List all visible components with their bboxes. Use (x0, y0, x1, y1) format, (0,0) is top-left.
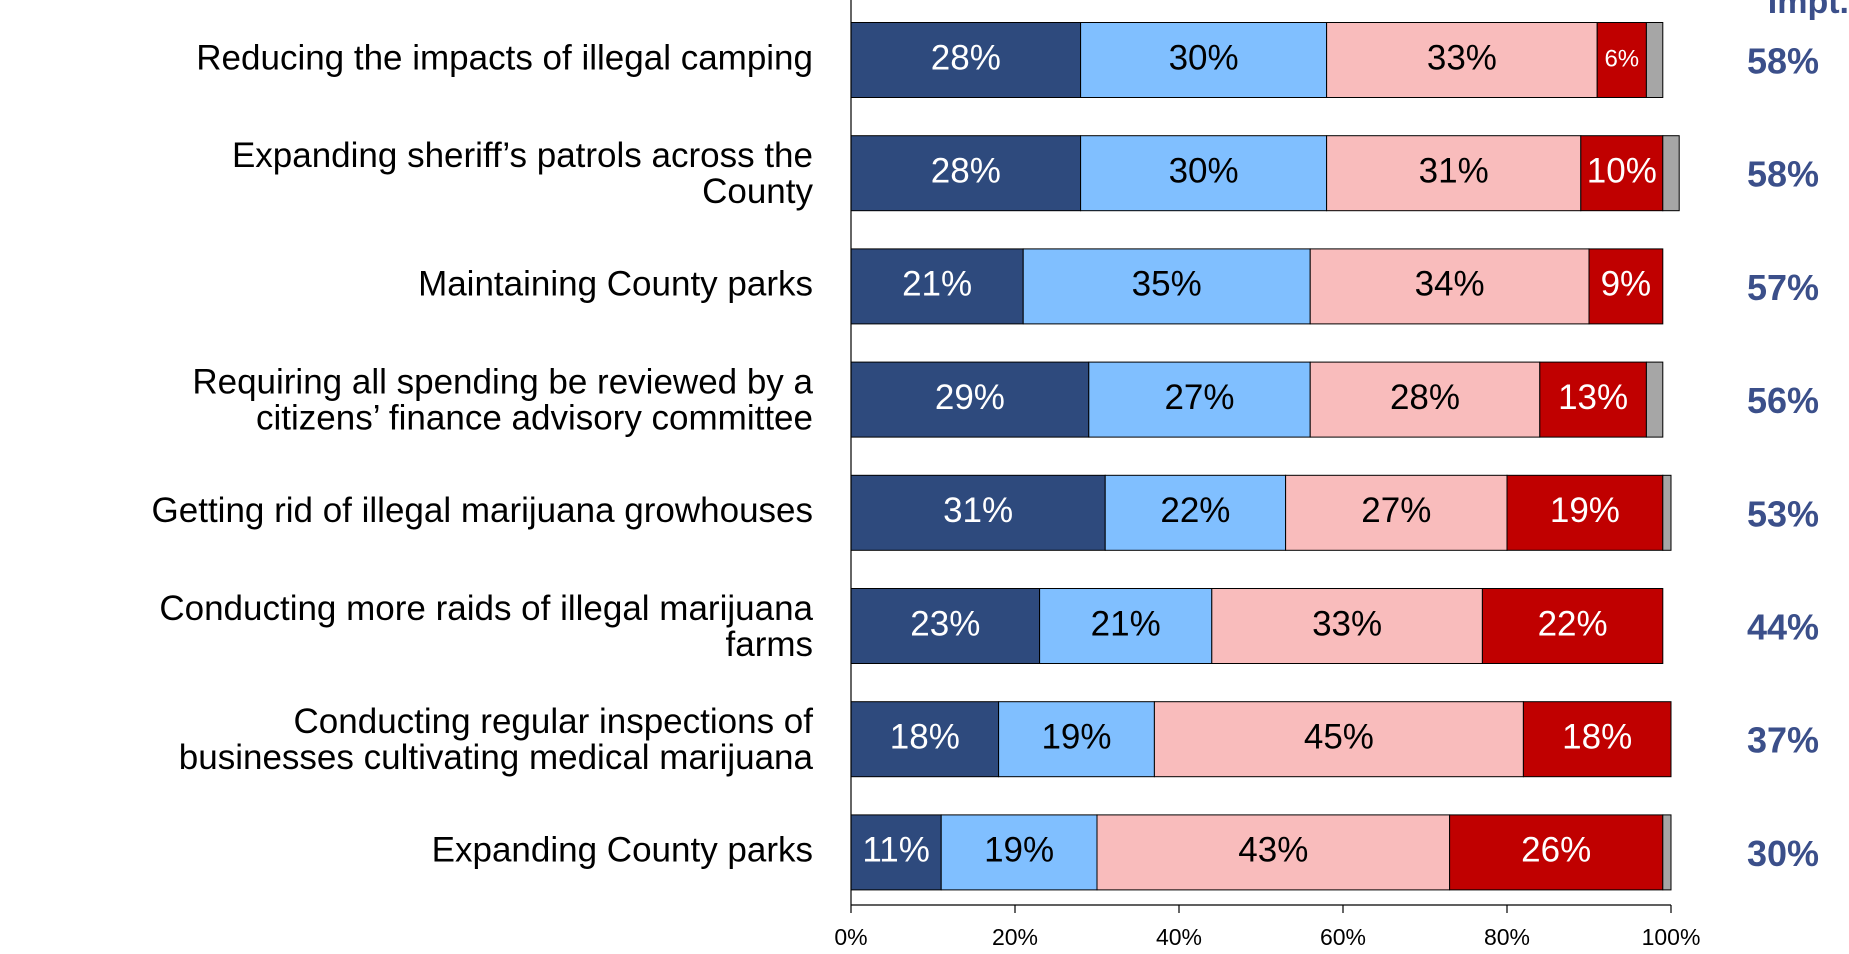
bar-segment (850, 814, 942, 891)
total-label: 37% (1747, 720, 1819, 761)
value-label: 27% (1164, 378, 1234, 417)
bar-segment (1104, 474, 1287, 551)
value-label: 9% (1601, 265, 1652, 304)
total-label: 58% (1747, 41, 1819, 82)
bar-segment (850, 701, 1000, 778)
value-label: 21% (902, 265, 972, 304)
category-label: Expanding County parks (432, 831, 813, 870)
value-label: 45% (1304, 717, 1374, 756)
value-label: 33% (1312, 604, 1382, 643)
totals-header: Impt. (1768, 0, 1849, 21)
bar-segment (1645, 22, 1664, 98)
category-label: Expanding sheriff’s patrols across the Co… (232, 136, 814, 211)
value-label: 33% (1427, 38, 1497, 77)
x-tick-label: 60% (1320, 924, 1366, 950)
category-label: Conducting regular inspections of busines… (179, 702, 814, 777)
value-label: 11% (862, 831, 929, 870)
x-tick-label: 20% (992, 924, 1038, 950)
bar-segment (1088, 361, 1311, 438)
bar-segment (1022, 248, 1311, 325)
value-label: 18% (890, 717, 960, 756)
value-label: 18% (1562, 717, 1632, 756)
value-label: 31% (1419, 151, 1489, 190)
category-label: Getting rid of illegal marijuana growhou… (152, 491, 813, 530)
bar-segment (1662, 474, 1672, 551)
total-label: 56% (1747, 380, 1819, 421)
category-label: Conducting more raids of illegal marijua… (159, 589, 813, 664)
x-tick-label: 80% (1484, 924, 1530, 950)
bar-segment (1481, 588, 1664, 664)
value-label: 6% (1604, 45, 1639, 72)
bar-segment (850, 135, 1082, 212)
bar-segment (1522, 701, 1672, 778)
x-tick-label: 40% (1156, 924, 1202, 950)
x-tick-label: 0% (834, 924, 867, 950)
bar-segment (1309, 361, 1541, 438)
bar-segment (850, 474, 1106, 551)
bar-segment (1080, 22, 1328, 98)
value-label: 30% (1169, 151, 1239, 190)
total-label: 44% (1747, 607, 1819, 648)
value-label: 22% (1538, 604, 1608, 643)
bar-segment (1326, 135, 1582, 212)
bar-segment (1211, 588, 1483, 664)
bar-segment (850, 361, 1090, 438)
bar-segment (1153, 701, 1524, 778)
value-label: 34% (1415, 265, 1485, 304)
value-label: 19% (1041, 717, 1111, 756)
value-label: 23% (910, 604, 980, 643)
bar-segment (850, 588, 1041, 664)
bar-segment (1588, 248, 1664, 325)
category-label: Reducing the impacts of illegal camping (196, 38, 813, 77)
category-label: Maintaining County parks (418, 265, 813, 304)
value-label: 28% (931, 151, 1001, 190)
bar-segment (1080, 135, 1328, 212)
value-label: 19% (984, 831, 1054, 870)
value-label: 28% (931, 38, 1001, 77)
value-label: 30% (1169, 38, 1239, 77)
bar-segment (1285, 474, 1508, 551)
bar-segment (1326, 22, 1598, 98)
value-label: 35% (1132, 265, 1202, 304)
value-label: 31% (943, 491, 1013, 530)
value-label: 28% (1390, 378, 1460, 417)
value-label: 27% (1361, 491, 1431, 530)
bar-segment (1539, 361, 1647, 438)
bar-segment (1645, 361, 1664, 438)
bar-segment (1580, 135, 1664, 212)
value-label: 29% (935, 378, 1005, 417)
value-label: 19% (1550, 491, 1620, 530)
bar-segment (1039, 588, 1213, 664)
total-label: 58% (1747, 154, 1819, 195)
value-label: 10% (1587, 151, 1657, 190)
bar-segment (1662, 135, 1680, 212)
value-label: 13% (1558, 378, 1628, 417)
bar-segment (1506, 474, 1664, 551)
value-label: 43% (1238, 831, 1308, 870)
value-label: 26% (1521, 831, 1591, 870)
value-label: 21% (1091, 604, 1161, 643)
value-label: 22% (1160, 491, 1230, 530)
total-label: 57% (1747, 267, 1819, 308)
bar-segment (850, 22, 1082, 98)
bar-segment (1662, 814, 1672, 891)
bar-segment (1096, 814, 1451, 891)
x-tick-label: 100% (1642, 924, 1701, 950)
total-label: 30% (1747, 833, 1819, 874)
total-label: 53% (1747, 493, 1819, 534)
